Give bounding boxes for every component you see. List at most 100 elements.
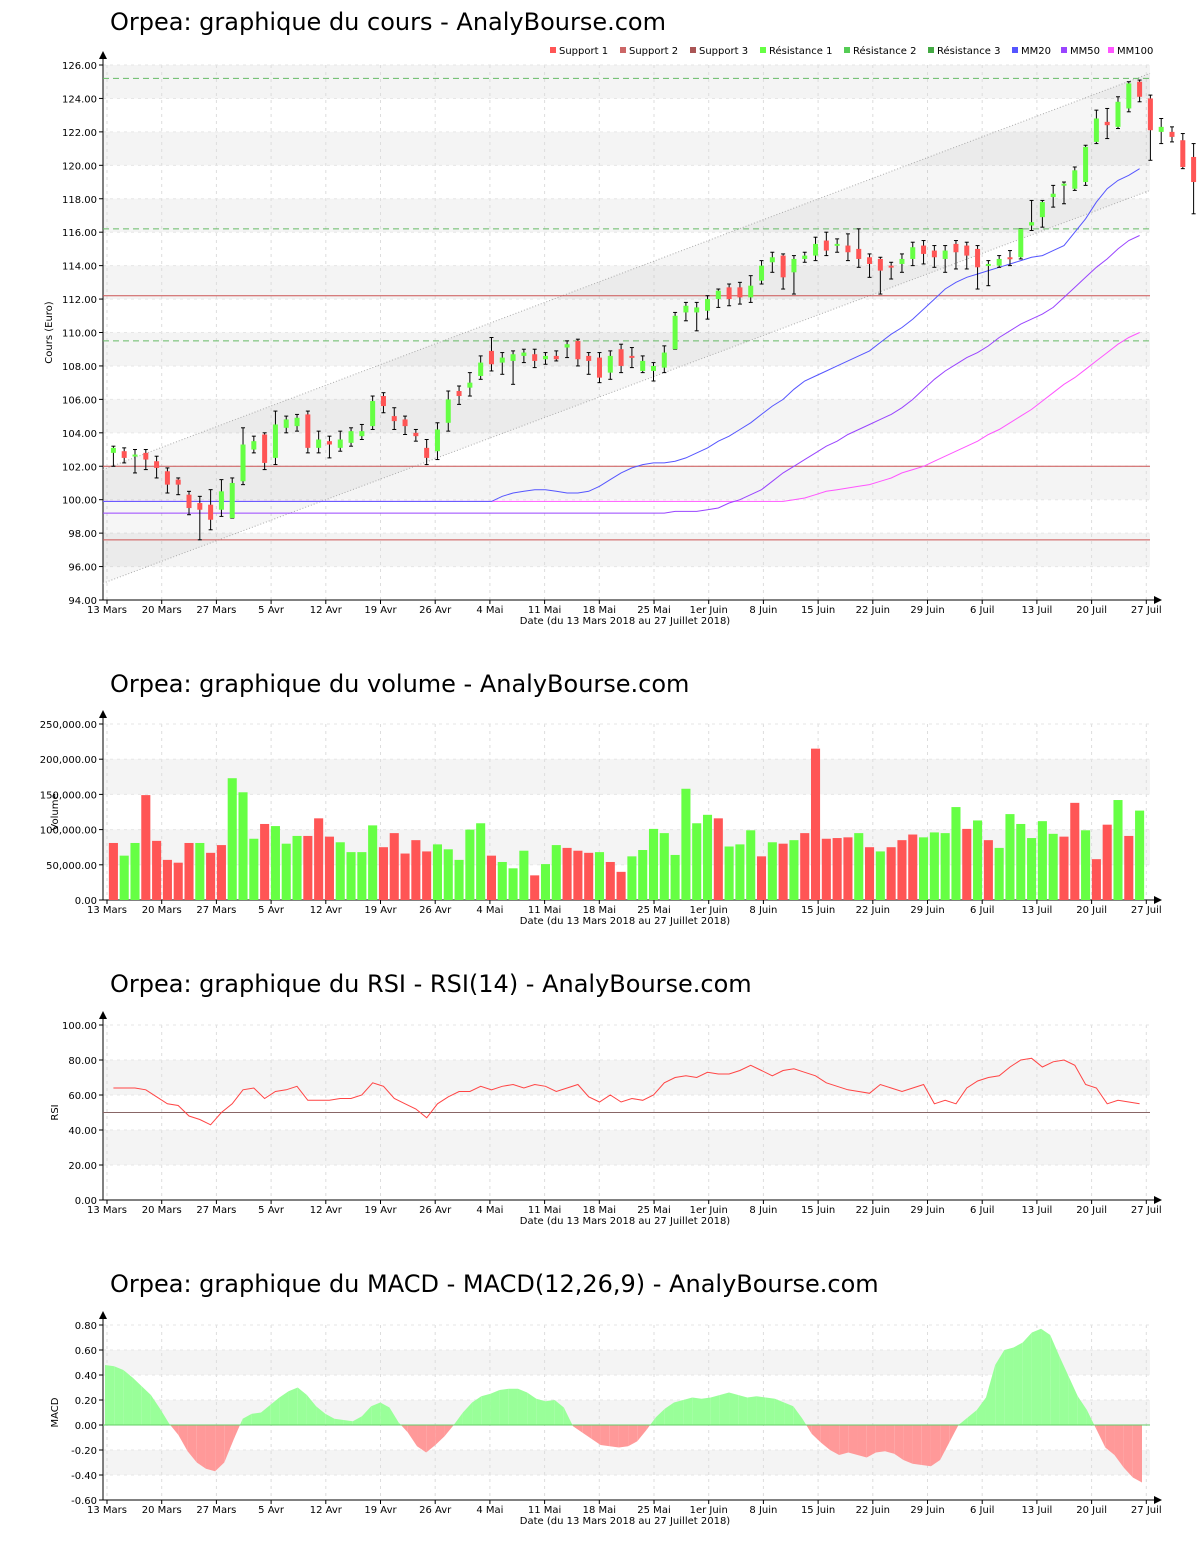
x-tick-label: 27 Juil <box>1131 1505 1162 1516</box>
macd-area-segment <box>279 1391 289 1425</box>
volume-bar <box>281 843 291 900</box>
x-tick-label: 15 Juin <box>801 605 835 616</box>
y-tick-label: 50,000.00 <box>46 861 97 872</box>
macd-area-segment <box>242 1413 252 1425</box>
candle-body <box>683 305 689 313</box>
candle-body <box>618 349 624 366</box>
volume-bar <box>551 845 561 900</box>
macd-area-segment <box>995 1350 1005 1425</box>
candle-body <box>380 396 386 407</box>
volume-bar <box>627 856 637 900</box>
y-tick-label: 106.00 <box>62 395 97 406</box>
x-tick-label: 15 Juin <box>801 1205 835 1216</box>
macd-area-segment <box>729 1392 739 1425</box>
x-tick-label: 19 Avr <box>364 1505 397 1516</box>
x-tick-label: 19 Avr <box>364 605 397 616</box>
macd-area-segment <box>435 1425 445 1445</box>
x-tick-label: 20 Juil <box>1076 1505 1107 1516</box>
x-tick-label: 15 Juin <box>801 905 835 916</box>
legend-label: MM100 <box>1117 46 1153 57</box>
candle-body <box>586 355 592 361</box>
y-tick-label: 0.60 <box>75 1346 97 1357</box>
x-tick-label: 29 Juin <box>910 1505 944 1516</box>
candle-body <box>1180 140 1186 167</box>
grid-band <box>103 1060 1150 1095</box>
macd-area-segment <box>517 1388 528 1425</box>
macd-area-segment <box>417 1425 427 1453</box>
macd-area-segment <box>738 1395 748 1425</box>
volume-bar <box>206 852 216 900</box>
x-tick-label: 1er Juin <box>690 605 728 616</box>
macd-y-axis-label: MACD <box>50 1397 61 1427</box>
volume-bar <box>713 818 723 900</box>
candle-body <box>1147 98 1153 131</box>
volume-bar <box>411 840 421 900</box>
x-axis-arrow <box>1154 896 1162 904</box>
volume-bar <box>432 844 443 900</box>
x-tick-label: 4 Mai <box>476 605 503 616</box>
volume-bar <box>152 840 162 900</box>
volume-bar <box>1091 859 1101 900</box>
macd-area-segment <box>239 1418 243 1425</box>
macd-area-segment <box>527 1392 537 1425</box>
x-tick-label: 12 Avr <box>310 1505 343 1516</box>
volume-bar <box>1113 800 1123 900</box>
candle-body <box>197 503 203 510</box>
candle-body <box>640 360 646 371</box>
candle-body <box>1093 118 1099 142</box>
macd-chart: -0.60 -0.40 -0.20 0.00 0.20 0.40 0.60 0.80 13 Ma… <box>50 1311 1162 1527</box>
volume-bar <box>832 838 842 900</box>
candle-body <box>1169 131 1175 137</box>
macd-area-segment <box>811 1425 821 1443</box>
y-tick-label: 118.00 <box>62 195 97 206</box>
x-tick-label: 15 Juin <box>801 1505 835 1516</box>
candle-body <box>845 245 851 253</box>
volume-y-axis-label: Volume <box>50 793 61 830</box>
macd-area-segment <box>650 1417 656 1425</box>
macd-area-segment <box>848 1425 858 1455</box>
y-tick-label: 124.00 <box>62 94 97 105</box>
macd-area-segment <box>141 1386 151 1425</box>
x-axis-arrow <box>1154 1196 1162 1204</box>
macd-area-segment <box>233 1425 240 1440</box>
y-tick-label: -0.40 <box>71 1471 97 1482</box>
candle-body <box>985 263 991 266</box>
candle-body <box>326 441 332 445</box>
grid-band <box>103 466 1150 500</box>
candle-body <box>942 250 948 259</box>
macd-area-segment <box>930 1425 941 1467</box>
volume-bar <box>1037 821 1047 900</box>
macd-area-segment <box>1013 1342 1023 1425</box>
price-chart-title: Orpea: graphique du cours - AnalyBourse.… <box>110 8 666 36</box>
x-tick-label: 6 Juil <box>970 605 994 616</box>
volume-bar <box>670 854 680 900</box>
macd-area-segment <box>196 1425 206 1469</box>
macd-area-segment <box>976 1397 986 1425</box>
candle-body <box>467 382 473 388</box>
candle-body <box>229 482 235 519</box>
candle-body <box>953 243 959 253</box>
volume-bar <box>260 823 270 900</box>
x-tick-label: 18 Mai <box>583 1505 616 1516</box>
volume-bar <box>573 850 583 900</box>
candle-body <box>1072 170 1078 189</box>
candle-body <box>121 451 127 458</box>
legend-label: Résistance 2 <box>853 45 916 57</box>
y-tick-label: 98.00 <box>68 529 97 540</box>
volume-chart-panel: Orpea: graphique du volume - AnalyBourse… <box>0 660 1200 940</box>
rsi-x-axis-label: Date (du 13 Mars 2018 au 27 Juillet 2018… <box>520 1216 731 1227</box>
volume-bar <box>994 847 1004 900</box>
x-tick-label: 20 Mars <box>142 605 182 616</box>
volume-bar <box>378 847 388 900</box>
candle-body <box>316 439 322 448</box>
legend-swatch <box>760 47 766 53</box>
y-tick-label: 0.80 <box>75 1321 97 1332</box>
candle-body <box>143 452 149 460</box>
x-tick-label: 6 Juil <box>970 1205 994 1216</box>
macd-area-segment <box>866 1425 876 1458</box>
x-tick-label: 29 Juin <box>910 605 944 616</box>
y-tick-label: 20.00 <box>68 1161 97 1172</box>
y-tick-label: 150,000.00 <box>40 790 97 801</box>
candle-body <box>240 444 246 482</box>
macd-area-segment <box>940 1425 950 1460</box>
